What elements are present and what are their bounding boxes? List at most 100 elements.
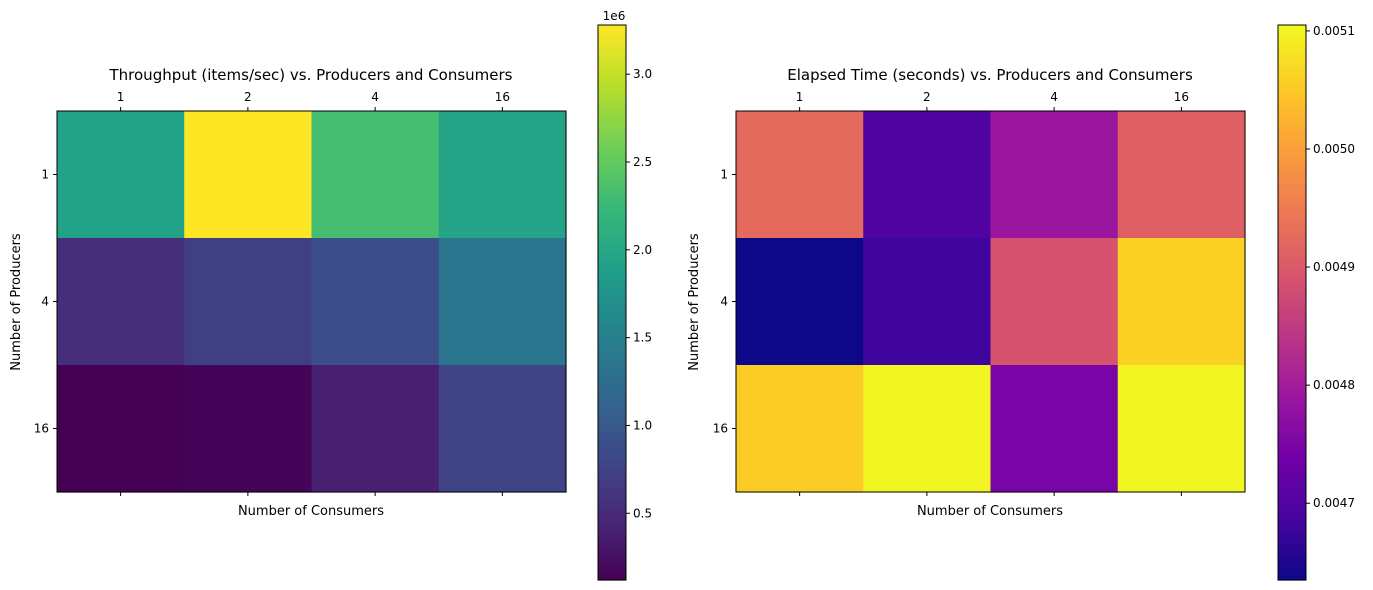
throughput-colorbar-strip — [598, 408, 626, 415]
throughput-x-tick-label: 1 — [117, 90, 125, 104]
throughput-heatmap-panel: Throughput (items/sec) vs. Producers and… — [9, 9, 652, 581]
elapsed-time-colorbar-strip — [1278, 242, 1306, 248]
throughput-colorbar-strip — [598, 43, 626, 49]
throughput-colorbar-strip — [598, 404, 626, 410]
throughput-colorbar-strip — [598, 566, 626, 572]
throughput-colorbar-strip — [598, 80, 626, 86]
throughput-colorbar-strip — [598, 348, 626, 354]
elapsed-time-colorbar-strip — [1278, 149, 1306, 156]
elapsed-time-colorbar-strip — [1278, 131, 1306, 137]
elapsed-time-colorbar-strip — [1278, 441, 1306, 447]
throughput-colorbar-strip — [598, 34, 626, 40]
throughput-colorbar-strip — [598, 219, 626, 225]
elapsed-time-colorbar-strip — [1278, 321, 1306, 327]
throughput-colorbar-strip — [598, 339, 626, 345]
elapsed-time-colorbar-strip — [1278, 464, 1306, 470]
throughput-colorbar-strip — [598, 482, 626, 489]
elapsed-time-colorbar-strip — [1278, 492, 1306, 498]
throughput-colorbar-tick-label: 2.5 — [633, 155, 652, 169]
elapsed-time-colorbar-strip — [1278, 381, 1306, 387]
throughput-colorbar-strip — [598, 321, 626, 327]
throughput-colorbar-strip — [598, 200, 626, 206]
elapsed-time-colorbar-tick-label: 0.0049 — [1313, 260, 1355, 274]
elapsed-time-colorbar-strip — [1278, 94, 1306, 100]
elapsed-time-cell-r1-c3 — [1117, 238, 1246, 366]
elapsed-time-colorbar-strip — [1278, 173, 1306, 179]
throughput-colorbar-strip — [598, 173, 626, 179]
elapsed-time-colorbar-tick-label: 0.0051 — [1313, 24, 1355, 38]
elapsed-time-colorbar-strip — [1278, 311, 1306, 317]
elapsed-time-colorbar-strip — [1278, 48, 1306, 54]
throughput-colorbar-strip — [598, 140, 626, 146]
throughput-colorbar-strip — [598, 168, 626, 174]
throughput-colorbar-strip — [598, 538, 626, 544]
throughput-colorbar-strip — [598, 575, 626, 581]
elapsed-time-cell-r2-c0 — [736, 365, 864, 493]
throughput-cell-r0-c3 — [438, 111, 567, 239]
throughput-colorbar-strip — [598, 519, 626, 526]
elapsed-time-colorbar-strip — [1278, 427, 1306, 433]
throughput-colorbar-strip — [598, 265, 626, 271]
throughput-colorbar-strip — [598, 99, 626, 105]
elapsed-time-colorbar-strip — [1278, 506, 1306, 512]
elapsed-time-colorbar-strip — [1278, 288, 1306, 294]
elapsed-time-colorbar-strip — [1278, 482, 1306, 489]
throughput-colorbar-strip — [598, 455, 626, 461]
throughput-colorbar-strip — [598, 464, 626, 470]
elapsed-time-colorbar-strip — [1278, 385, 1306, 391]
throughput-colorbar-strip — [598, 108, 626, 114]
elapsed-time-colorbar-strip — [1278, 450, 1306, 456]
elapsed-time-colorbar-strip — [1278, 455, 1306, 461]
throughput-cell-r0-c2 — [311, 111, 440, 239]
throughput-colorbar-strip — [598, 145, 626, 151]
throughput-cells — [57, 111, 567, 493]
elapsed-time-colorbar-strip — [1278, 228, 1306, 234]
elapsed-time-colorbar-strip — [1278, 85, 1306, 91]
elapsed-time-colorbar-strip — [1278, 547, 1306, 553]
elapsed-time-colorbar-strip — [1278, 519, 1306, 526]
throughput-cell-r1-c2 — [311, 238, 440, 366]
throughput-colorbar-strip — [598, 186, 626, 193]
elapsed-time-colorbar-strip — [1278, 163, 1306, 169]
elapsed-time-colorbar-strip — [1278, 265, 1306, 271]
elapsed-time-colorbar-strip — [1278, 103, 1306, 109]
elapsed-time-colorbar-frame — [1277, 24, 1307, 581]
throughput-colorbar-strip — [598, 66, 626, 72]
elapsed-time-cell-r1-c1 — [863, 238, 992, 366]
elapsed-time-colorbar-strip — [1278, 108, 1306, 114]
throughput-colorbar-strip — [598, 515, 626, 521]
throughput-colorbar-strip — [598, 112, 626, 119]
elapsed-time-colorbar-strip — [1278, 413, 1306, 419]
elapsed-time-colorbar-strip — [1278, 330, 1306, 336]
throughput-colorbar-strip — [598, 242, 626, 248]
elapsed-time-colorbar-strip — [1278, 334, 1306, 341]
elapsed-time-colorbar-strip — [1278, 214, 1306, 220]
elapsed-time-colorbar-strip — [1278, 122, 1306, 128]
throughput-colorbar-strip — [598, 94, 626, 100]
elapsed-time-y-axis-label: Number of Producers — [687, 233, 702, 371]
throughput-colorbar-strip — [598, 413, 626, 419]
throughput-colorbar-strip — [598, 432, 626, 438]
elapsed-time-colorbar-strip — [1278, 140, 1306, 146]
throughput-colorbar-strip — [598, 529, 626, 535]
elapsed-time-colorbar-strip — [1278, 524, 1306, 530]
throughput-colorbar-strip — [598, 358, 626, 364]
elapsed-time-colorbar-strip — [1278, 62, 1306, 68]
throughput-colorbar-strip — [598, 385, 626, 391]
throughput-colorbar-strip — [598, 122, 626, 128]
throughput-colorbar-strip — [598, 543, 626, 549]
throughput-colorbar-strip — [598, 270, 626, 276]
throughput-cell-r2-c3 — [438, 365, 567, 493]
throughput-colorbar-strip — [598, 325, 626, 331]
elapsed-time-colorbar-strip — [1278, 177, 1306, 183]
elapsed-time-y-tick-label: 1 — [720, 168, 728, 182]
throughput-y-tick-label: 16 — [34, 422, 49, 436]
elapsed-time-x-axis-label: Number of Consumers — [917, 504, 1063, 519]
elapsed-time-colorbar-strip — [1278, 136, 1306, 142]
throughput-cell-r2-c2 — [311, 365, 440, 493]
throughput-colorbar-strip — [598, 418, 626, 424]
throughput-colorbar-strip — [598, 48, 626, 54]
throughput-colorbar-strip — [598, 552, 626, 558]
elapsed-time-cell-r0-c3 — [1117, 111, 1246, 239]
elapsed-time-colorbar-strip — [1278, 487, 1306, 493]
